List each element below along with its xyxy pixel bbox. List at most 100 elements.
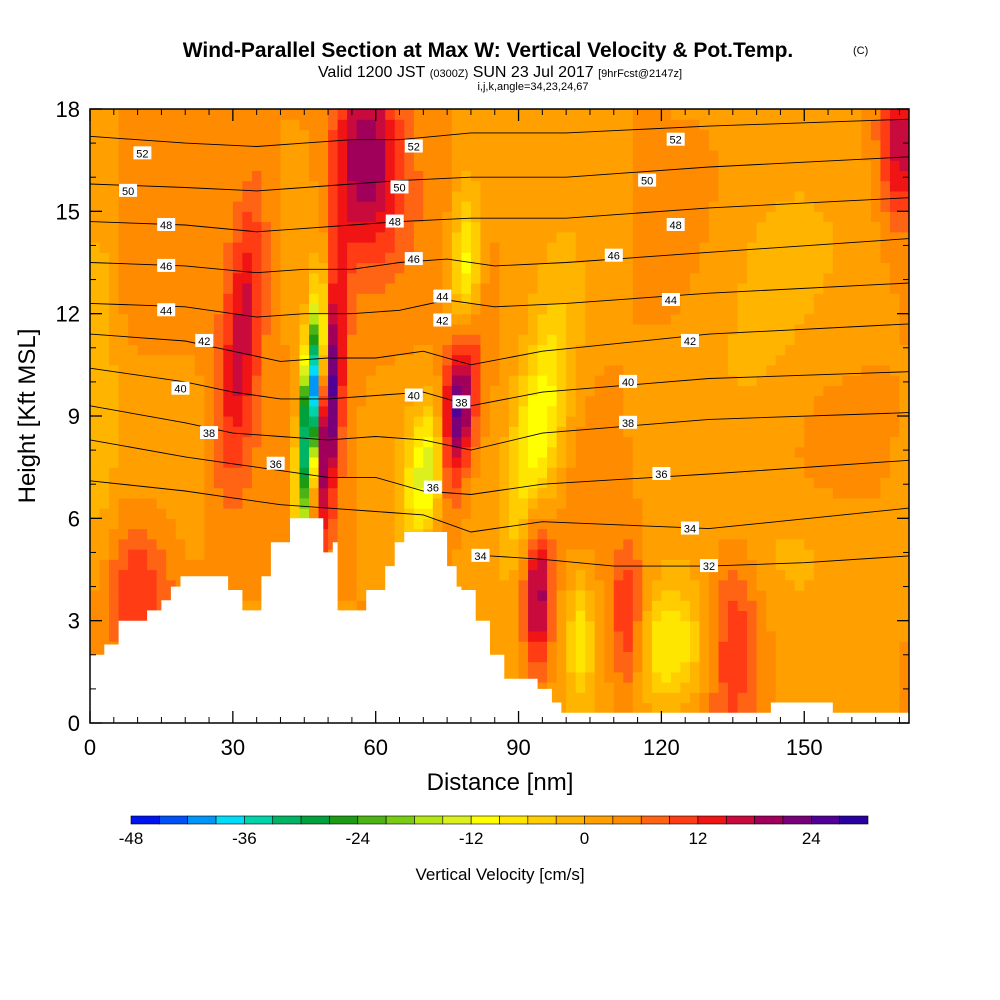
velocity-cell <box>575 671 586 683</box>
velocity-cell <box>194 180 205 192</box>
velocity-cell <box>766 211 777 223</box>
velocity-cell <box>718 436 729 448</box>
velocity-cell <box>461 211 472 223</box>
velocity-cell <box>451 579 462 591</box>
velocity-cell <box>794 416 805 427</box>
velocity-cell <box>699 334 710 345</box>
velocity-cell <box>442 211 453 223</box>
velocity-cell <box>575 682 586 693</box>
velocity-cell <box>280 139 291 151</box>
velocity-cell <box>337 426 348 438</box>
velocity-cell <box>756 579 767 591</box>
velocity-cell <box>775 170 786 182</box>
velocity-cell <box>728 119 739 131</box>
velocity-cell <box>109 323 120 335</box>
velocity-cell <box>194 293 205 305</box>
velocity-cell <box>404 354 415 366</box>
velocity-cell <box>337 221 348 233</box>
velocity-cell <box>385 385 396 397</box>
velocity-cell <box>109 180 120 192</box>
velocity-cell <box>442 160 453 171</box>
velocity-cell <box>394 201 405 212</box>
velocity-cell <box>99 549 110 560</box>
velocity-cell <box>366 456 377 468</box>
velocity-cell <box>509 508 520 519</box>
velocity-cell <box>851 651 862 663</box>
velocity-cell <box>451 323 462 335</box>
velocity-cell <box>870 242 882 253</box>
velocity-cell <box>318 395 329 407</box>
velocity-cell <box>328 109 339 120</box>
velocity-cell <box>128 405 139 417</box>
velocity-cell <box>461 170 472 182</box>
velocity-cell <box>309 149 320 161</box>
velocity-cell <box>375 528 386 540</box>
velocity-cell <box>566 149 577 161</box>
velocity-cell <box>137 119 148 131</box>
velocity-cell <box>213 508 224 519</box>
velocity-cell <box>299 456 310 468</box>
velocity-cell <box>509 610 520 622</box>
velocity-cell <box>223 323 234 335</box>
velocity-cell <box>537 651 548 663</box>
velocity-cell <box>242 149 253 161</box>
velocity-cell <box>737 456 748 468</box>
velocity-cell <box>861 313 872 325</box>
velocity-cell <box>689 661 701 673</box>
velocity-cell <box>832 405 843 417</box>
velocity-cell <box>166 497 177 509</box>
velocity-cell <box>175 375 186 386</box>
velocity-cell <box>775 139 786 151</box>
velocity-cell <box>747 180 758 192</box>
velocity-cell <box>270 262 282 274</box>
velocity-cell <box>823 149 834 161</box>
velocity-cell <box>194 467 205 478</box>
velocity-cell <box>766 190 777 202</box>
velocity-cell <box>832 201 843 212</box>
velocity-cell <box>289 477 301 489</box>
velocity-cell <box>813 334 824 345</box>
velocity-cell <box>470 170 482 182</box>
velocity-cell <box>309 354 320 366</box>
velocity-cell <box>299 395 310 407</box>
velocity-cell <box>785 221 796 233</box>
velocity-cell <box>718 600 729 612</box>
velocity-cell <box>109 272 120 284</box>
velocity-cell <box>499 364 510 376</box>
velocity-cell <box>566 395 577 407</box>
velocity-cell <box>147 416 158 427</box>
velocity-cell <box>347 467 358 478</box>
velocity-cell <box>851 446 862 458</box>
velocity-cell <box>90 508 101 519</box>
velocity-cell <box>270 467 282 478</box>
velocity-cell <box>775 395 786 407</box>
velocity-cell <box>185 375 196 386</box>
velocity-cell <box>261 559 272 571</box>
velocity-cell <box>556 467 567 478</box>
velocity-cell <box>775 180 786 192</box>
velocity-cell <box>318 109 329 120</box>
velocity-cell <box>394 518 405 530</box>
velocity-cell <box>232 129 243 141</box>
velocity-cell <box>480 538 491 550</box>
velocity-cell <box>709 221 720 233</box>
velocity-cell <box>109 344 120 356</box>
velocity-cell <box>375 579 386 591</box>
velocity-cell <box>613 579 624 591</box>
velocity-cell <box>356 293 367 305</box>
velocity-cell <box>423 211 434 223</box>
velocity-cell <box>385 109 396 120</box>
velocity-cell <box>309 497 320 509</box>
velocity-cell <box>794 569 805 581</box>
velocity-cell <box>709 641 720 652</box>
velocity-cell <box>842 569 853 581</box>
velocity-cell <box>556 272 567 284</box>
velocity-cell <box>518 549 529 560</box>
velocity-cell <box>518 508 529 519</box>
velocity-cell <box>280 497 291 509</box>
velocity-cell <box>451 477 462 489</box>
velocity-cell <box>613 405 624 417</box>
velocity-cell <box>232 508 243 519</box>
velocity-cell <box>90 610 101 622</box>
velocity-cell <box>689 282 701 294</box>
